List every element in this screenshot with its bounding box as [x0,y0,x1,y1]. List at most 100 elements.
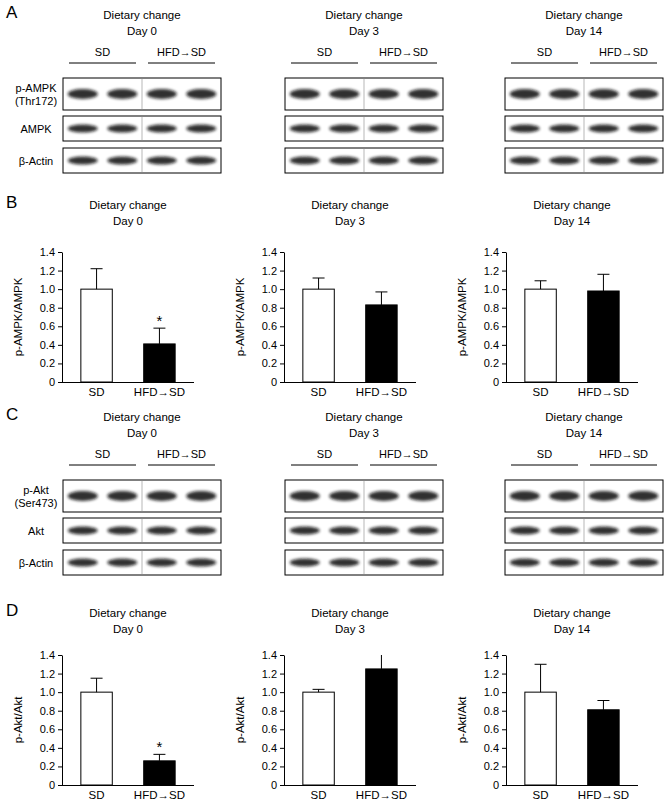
blot-panel: Ap-AMPK(Thr172)AMPKβ-ActinDietary change… [6,3,663,173]
blot-box [505,518,663,543]
y-tick: 1.2 [484,265,506,277]
lane-underline [291,63,358,64]
blot-band [107,559,137,567]
y-tick-label: 0.4 [262,339,277,351]
blot-band [369,157,399,165]
lane-label: SD [95,46,110,58]
y-tick-label: 0.6 [484,320,499,332]
bar [303,692,334,785]
group-title: Day 0 [127,25,157,37]
y-tick: 0.6 [484,320,506,332]
y-tick-label: 0 [271,779,277,791]
y-axis-line [506,656,507,786]
y-tick-mark [58,252,62,253]
y-tick-mark [280,345,284,346]
blot-band [589,491,619,501]
blot-box [285,78,443,110]
y-tick: 0 [271,376,284,388]
blot-band [290,157,320,165]
x-tick-label: HFD→SD [578,789,629,801]
y-tick: 1.4 [40,246,62,258]
x-tick: SD [311,785,327,801]
panel-letter: A [6,3,18,22]
blot-band [329,157,359,165]
y-tick-label: 1.2 [484,265,499,277]
blot-band [549,491,579,501]
error-bar-stem [318,278,319,289]
y-tick: 1.4 [262,649,284,661]
y-tick-mark [502,674,506,675]
blot-band [510,527,540,535]
blot-band [549,559,579,567]
y-axis-title: p-Akt/Akt [234,696,246,743]
y-tick-mark [280,289,284,290]
y-tick-label: 1.0 [40,686,55,698]
blot-band [510,89,540,99]
bar [525,289,556,382]
y-tick-mark [280,766,284,767]
blot-band [186,157,216,165]
x-tick-label: HFD→SD [134,386,185,398]
y-axis-line [62,253,63,383]
x-axis-line [506,382,638,383]
blot-band [68,559,98,567]
error-bar [375,655,387,669]
error-bar-cap [597,700,609,701]
y-axis-title: p-AMPK/AMPK [234,277,246,356]
y-tick: 0.6 [262,320,284,332]
blot-band [147,89,177,99]
y-tick-mark [280,729,284,730]
lane-divider [142,550,143,575]
blot-band [408,527,438,535]
chart-title: Day 14 [554,215,591,227]
blot-box [63,480,221,512]
blot-band [68,125,98,133]
chart-title: Dietary change [89,607,166,619]
lane-divider [142,116,143,141]
lane-divider [142,78,143,110]
lane-underline [148,465,215,466]
x-tick-label: SD [311,789,327,801]
group-title: Day 0 [127,427,157,439]
plot-area [525,274,619,382]
blot-box [63,518,221,543]
blot-band [147,125,177,133]
y-tick-label: 1.4 [262,649,277,661]
blot-box [285,550,443,575]
lane-divider [584,116,585,141]
y-tick-label: 1.4 [40,246,55,258]
error-bar-stem [540,281,541,289]
x-tick-label: SD [533,789,549,801]
y-tick: 0.8 [484,302,506,314]
lane-label: HFD→SD [379,46,428,58]
y-tick-label: 0.4 [40,742,55,754]
x-tick-label: HFD→SD [356,789,407,801]
x-tick: SD [533,785,549,801]
lane-underline [370,465,437,466]
blot-box [505,78,663,110]
y-tick-mark [280,748,284,749]
y-tick-mark [502,766,506,767]
blot-band [408,125,438,133]
blot-band [628,89,658,99]
y-tick-mark [58,345,62,346]
y-tick-mark [58,729,62,730]
error-bar-cap [313,689,325,690]
blot-band [589,89,619,99]
blot-band [589,527,619,535]
y-tick-label: 1.2 [262,668,277,680]
y-tick-label: 0.6 [40,320,55,332]
blot-band [510,125,540,133]
y-tick: 0.6 [40,320,62,332]
figure: Ap-AMPK(Thr172)AMPKβ-ActinDietary change… [0,0,671,805]
error-bar-cap [91,678,103,679]
y-tick-mark [280,692,284,693]
blot-band [628,559,658,567]
blot-band [369,125,399,133]
y-tick-mark [58,785,62,786]
plot-area [81,678,175,785]
bar [366,669,397,785]
error-bar-cap [375,291,387,292]
y-tick-mark [502,308,506,309]
y-axis-line [62,656,63,786]
